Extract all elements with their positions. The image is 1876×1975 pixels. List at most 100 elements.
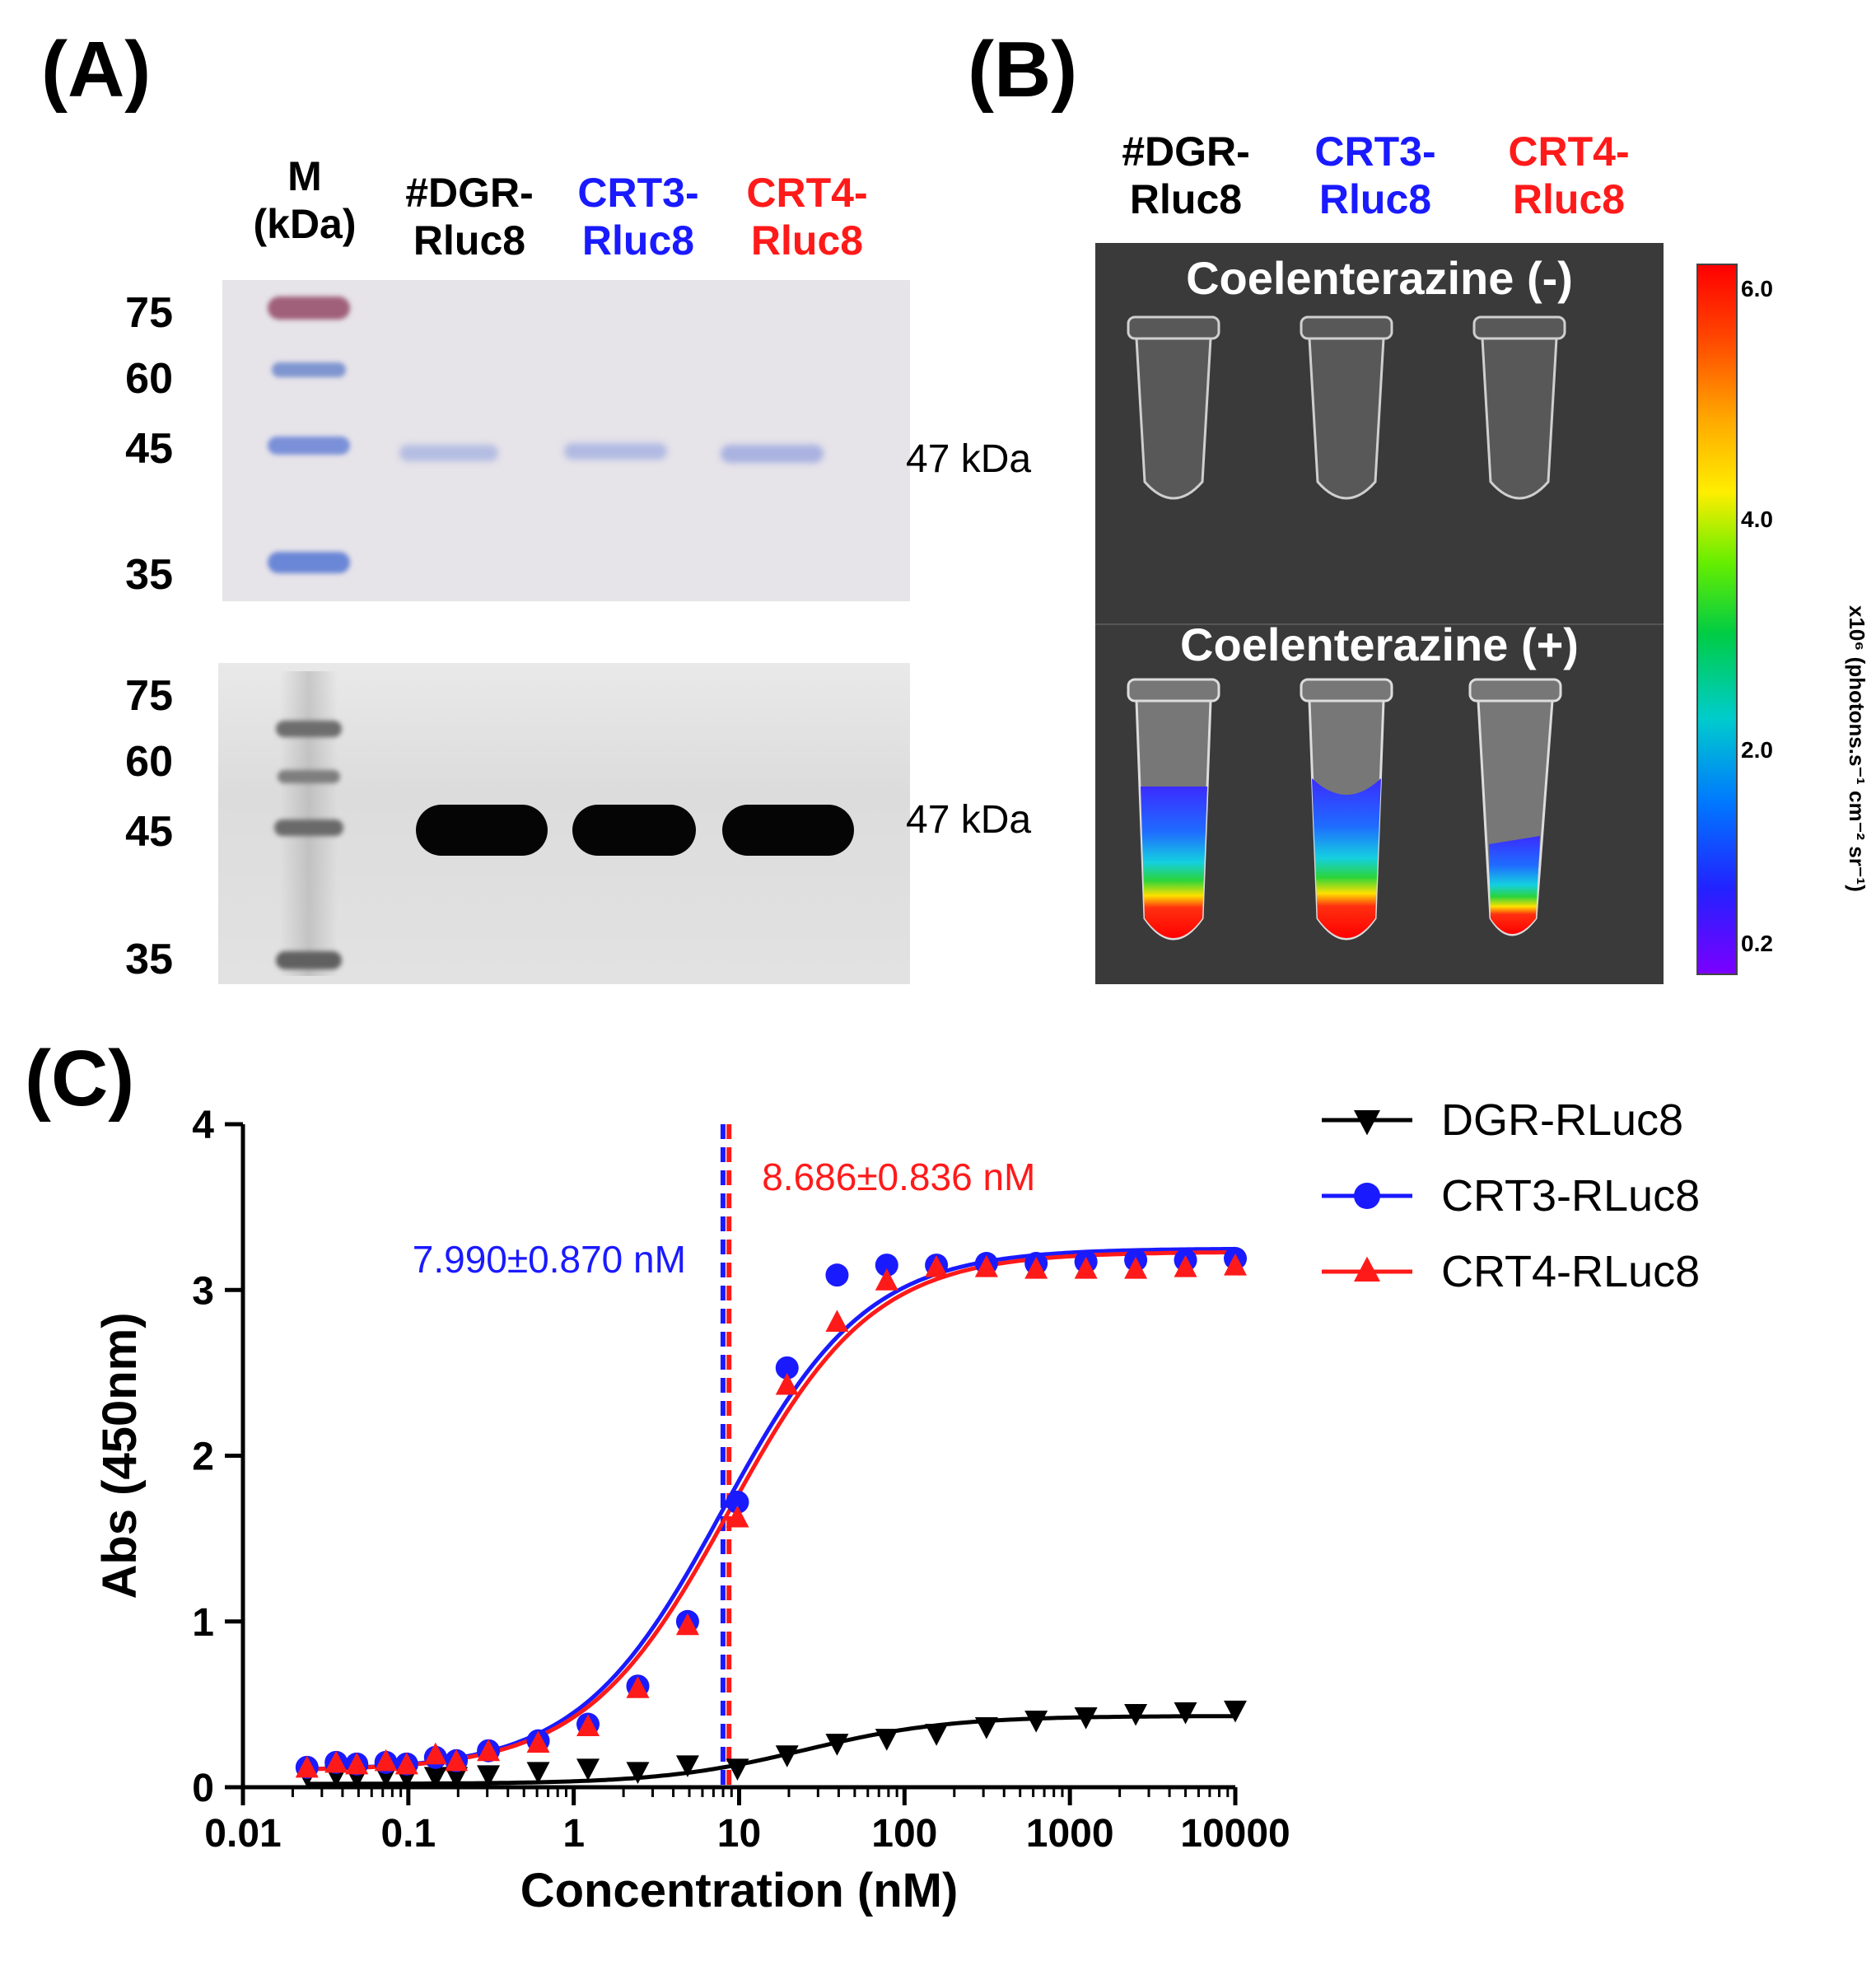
lane-label-crt4-line2: Rluc8 — [750, 217, 864, 264]
protein-band-crt4 — [721, 445, 824, 463]
data-point-crt4-rluc8 — [1224, 1253, 1247, 1276]
data-point-dgr-rluc8 — [1224, 1700, 1247, 1723]
data-point-crt4-rluc8 — [1124, 1257, 1148, 1279]
caption-coelenterazine-plus: Coelenterazine (+) — [1180, 619, 1579, 670]
gel-western-blot — [218, 663, 910, 984]
panel-b-letter: (B) — [968, 26, 1078, 114]
tube-top-crt3 — [1300, 315, 1393, 500]
mw-bottom-75: 75 — [125, 672, 173, 720]
lane-label-crt4-line1: CRT4- — [746, 170, 868, 216]
mw-top-75: 75 — [125, 289, 173, 337]
panel-c-chart: 0.01 0.1 1 10 100 1000 10000 0 1 2 3 4 Concentration… — [0, 1021, 1876, 1971]
y-axis-label: Abs (450nm) — [93, 1312, 147, 1599]
wb-band-dgr — [416, 805, 548, 856]
data-point-crt4-rluc8 — [1174, 1254, 1197, 1277]
mw-top-60: 60 — [125, 355, 173, 403]
wb-marker-band-45 — [274, 819, 343, 836]
b-lane-label-crt3-line1: CRT3- — [1314, 128, 1436, 175]
lane-label-marker-line2: (kDa) — [253, 201, 357, 247]
signal-crt3 — [1312, 778, 1381, 938]
tube-drawing — [1127, 315, 1566, 941]
b-lane-label-crt4-line2: Rluc8 — [1512, 176, 1626, 222]
marker-band-35 — [268, 552, 350, 573]
binding-curve-plot: 0.01 0.1 1 10 100 1000 10000 0 1 2 3 4 Concentration… — [93, 1095, 1700, 1917]
legend-label-2: CRT4-RLuc8 — [1441, 1247, 1700, 1296]
mw-top-35: 35 — [125, 551, 173, 599]
protein-band-crt3 — [564, 443, 667, 460]
legend-marker-0 — [1354, 1110, 1380, 1136]
x-tick-label: 10000 — [1180, 1812, 1290, 1856]
data-point-crt4-rluc8 — [1074, 1257, 1098, 1279]
data-point-dgr-rluc8 — [726, 1758, 749, 1781]
b-lane-label-dgr-line1: #DGR- — [1122, 128, 1250, 175]
b-lane-label-crt4: CRT4- Rluc8 — [1470, 128, 1668, 223]
fit-curve-1 — [306, 1246, 1236, 1772]
fit-curve-0 — [306, 1714, 1235, 1786]
x-tick-label: 0.1 — [380, 1812, 436, 1856]
mw-bottom-45: 45 — [125, 808, 173, 856]
colorbar-tick-2: 2.0 — [1741, 737, 1773, 763]
mw-top-45: 45 — [125, 425, 173, 473]
data-point-crt4-rluc8 — [626, 1676, 650, 1698]
band-size-label-top: 47 kDa — [906, 437, 1032, 481]
data-point-dgr-rluc8 — [526, 1762, 550, 1784]
protein-band-dgr — [399, 445, 498, 461]
data-point-crt4-rluc8 — [825, 1310, 849, 1332]
ec50-label-0: 7.990±0.870 nM — [413, 1238, 686, 1281]
signal-dgr — [1141, 787, 1207, 938]
data-point-crt4-rluc8 — [974, 1254, 998, 1277]
b-lane-label-crt3-line2: Rluc8 — [1318, 176, 1432, 222]
data-point-crt3-rluc8 — [825, 1263, 849, 1287]
data-point-crt4-rluc8 — [394, 1752, 418, 1775]
marker-band-60 — [272, 362, 346, 377]
tube-top-crt4 — [1472, 315, 1566, 500]
data-point-crt4-rluc8 — [925, 1254, 949, 1277]
data-point-crt4-rluc8 — [1024, 1257, 1048, 1279]
b-lane-label-dgr-line2: Rluc8 — [1129, 176, 1243, 222]
wb-band-crt3 — [572, 805, 696, 856]
colorbar-tick-6: 6.0 — [1741, 276, 1773, 301]
lane-label-dgr: #DGR- Rluc8 — [371, 169, 568, 264]
data-point-dgr-rluc8 — [875, 1729, 898, 1751]
mw-bottom-35: 35 — [125, 936, 173, 983]
wb-marker-band-35 — [276, 951, 342, 969]
image-divider — [1095, 623, 1664, 625]
legend-label-1: CRT3-RLuc8 — [1441, 1171, 1700, 1221]
colorbar-tick-4: 4.0 — [1741, 507, 1773, 532]
data-point-crt4-rluc8 — [875, 1268, 898, 1291]
data-point-dgr-rluc8 — [675, 1755, 699, 1777]
data-point-crt4-rluc8 — [324, 1750, 348, 1773]
x-tick-label: 1 — [562, 1812, 585, 1856]
data-point-crt4-rluc8 — [675, 1613, 699, 1636]
x-tick-label: 1000 — [1026, 1812, 1114, 1856]
data-point-dgr-rluc8 — [1124, 1703, 1148, 1726]
data-point-crt4-rluc8 — [295, 1755, 319, 1778]
data-point-crt4-rluc8 — [374, 1749, 398, 1772]
data-point-crt4-rluc8 — [576, 1714, 600, 1737]
x-tick-label: 10 — [717, 1812, 761, 1856]
legend-label-0: DGR-RLuc8 — [1441, 1095, 1683, 1145]
b-lane-label-crt4-line1: CRT4- — [1508, 128, 1630, 175]
data-point-dgr-rluc8 — [1024, 1710, 1048, 1733]
bioluminescence-image: Coelenterazine (-) Coelenterazine (+) — [1095, 243, 1664, 984]
lane-label-dgr-line2: Rluc8 — [413, 217, 526, 264]
lane-label-crt3: CRT3- Rluc8 — [544, 169, 733, 264]
marker-band-45 — [268, 437, 350, 455]
colorbar-tick-0-2: 0.2 — [1741, 931, 1773, 956]
data-point-crt4-rluc8 — [477, 1739, 501, 1762]
x-tick-label: 100 — [871, 1812, 937, 1856]
y-tick-label: 4 — [192, 1104, 214, 1147]
data-point-dgr-rluc8 — [825, 1734, 849, 1756]
data-point-dgr-rluc8 — [445, 1767, 469, 1790]
lane-label-marker-line1: M — [287, 153, 322, 199]
legend-marker-2 — [1354, 1256, 1380, 1282]
panel-a-letter: (A) — [41, 26, 152, 114]
signal-crt4 — [1489, 836, 1540, 934]
data-point-dgr-rluc8 — [1174, 1702, 1197, 1725]
colorbar — [1696, 264, 1738, 975]
y-tick-label: 2 — [192, 1436, 214, 1479]
lane-label-dgr-line1: #DGR- — [405, 170, 534, 216]
data-point-crt4-rluc8 — [775, 1372, 799, 1395]
mw-bottom-60: 60 — [125, 738, 173, 786]
data-point-dgr-rluc8 — [626, 1762, 650, 1784]
